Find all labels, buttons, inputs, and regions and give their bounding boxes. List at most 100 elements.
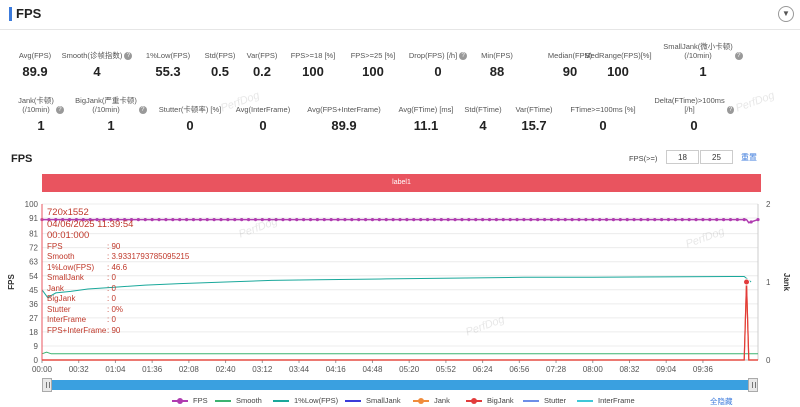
stat-value: 11.1 — [413, 118, 439, 133]
stat-item: Var(FPS) 0.2 — [222, 42, 302, 79]
stat-label-text: Jank(卡顿) (/10min) — [18, 96, 54, 114]
stat-value: 0 — [186, 118, 194, 133]
fps-point — [508, 218, 512, 222]
tooltip-row: FPS: 90 — [47, 242, 189, 253]
stat-item: MedRange(FPS)[%] 100 — [578, 42, 658, 79]
header-divider — [0, 29, 800, 30]
stat-value: 1 — [699, 64, 707, 79]
stat-value: 0 — [259, 118, 267, 133]
fps-point — [274, 218, 278, 222]
legend-item[interactable]: Stutter — [523, 396, 566, 405]
reset-button[interactable]: 重置 — [741, 153, 757, 162]
x-tick-label: 09:36 — [693, 365, 714, 374]
fps-point — [123, 218, 127, 222]
legend-label: Stutter — [544, 396, 567, 405]
threshold-input-2[interactable] — [700, 150, 733, 164]
stat-label-text: Avg(FTime) [ms] — [398, 105, 454, 114]
legend-item[interactable]: FPS — [172, 396, 208, 405]
stat-label-text: Std(FTime) — [464, 105, 502, 114]
tooltip-row: Jank: 0 — [47, 284, 189, 295]
legend-item[interactable]: 1%Low(FPS) — [273, 396, 338, 405]
slider-handle-right[interactable] — [748, 378, 758, 392]
x-tick-label: 01:04 — [105, 365, 126, 374]
legend-item[interactable]: Jank — [413, 396, 450, 405]
hide-all-button[interactable]: 全隐藏 — [710, 397, 733, 406]
y2-tick-label: 1 — [766, 278, 771, 287]
fps-point — [453, 218, 457, 222]
fps-point — [136, 218, 140, 222]
fps-point — [129, 218, 134, 222]
stat-item: Std(FPS) 0.5 — [180, 42, 260, 79]
legend-swatch — [215, 397, 231, 405]
fps-point — [501, 218, 505, 222]
fps-point — [639, 218, 643, 222]
stat-value: 0 — [690, 118, 698, 133]
tooltip-value: : 0% — [107, 304, 124, 314]
stat-label: Avg(InterFrame) — [223, 96, 303, 114]
tooltip-row: Stutter: 0% — [47, 305, 189, 316]
stat-item: Drop(FPS) [/h]? 0 — [398, 42, 478, 79]
fps-point — [742, 218, 746, 222]
stat-label: Var(FTime) — [494, 96, 574, 114]
x-tick-label: 03:44 — [289, 365, 310, 374]
fps-point — [288, 218, 292, 222]
fps-point — [205, 218, 209, 222]
chart-legend: 全隐藏 FPS Smooth 1%Low(FPS) SmallJank Jank BigJ… — [0, 396, 800, 407]
fps-point — [391, 218, 395, 222]
legend-item[interactable]: Smooth — [215, 396, 262, 405]
help-icon[interactable]: ? — [727, 106, 734, 114]
legend-item[interactable]: InterFrame — [577, 396, 635, 405]
help-icon[interactable]: ? — [734, 52, 743, 60]
y-tick-label: 72 — [29, 244, 38, 253]
tooltip-resolution: 720x1552 — [47, 207, 89, 218]
help-icon[interactable]: ? — [459, 52, 468, 60]
help-icon[interactable]: ? — [55, 106, 64, 114]
help-icon[interactable]: ? — [138, 106, 147, 114]
fps-point — [357, 218, 361, 222]
tooltip-key: BigJank — [47, 294, 76, 303]
threshold-input-1[interactable] — [666, 150, 699, 164]
stat-label-text: FPS>=25 [%] — [350, 51, 396, 60]
fps-point — [708, 218, 712, 222]
fps-point — [363, 218, 368, 222]
stat-label: MedRange(FPS)[%] — [578, 42, 658, 60]
legend-item[interactable]: SmallJank — [345, 396, 401, 405]
x-tick-label: 00:00 — [32, 365, 53, 374]
fps-point — [74, 218, 79, 222]
chart-tooltip: 720x1552 04/06/2025 11:39:54 00:01:000 F… — [47, 207, 189, 336]
stat-value: 88 — [489, 64, 505, 79]
fps-point — [61, 218, 65, 222]
stat-label-text: FTime>=100ms [%] — [570, 105, 636, 114]
label-bar[interactable]: label1 — [42, 174, 761, 192]
chevron-down-icon[interactable]: ▼ — [778, 6, 794, 22]
stat-item: FPS>=18 [%] 100 — [273, 42, 353, 79]
stat-item: BigJank(严重卡顿) (/10min)? 1 — [71, 96, 151, 133]
time-range-slider[interactable] — [42, 380, 758, 390]
legend-item[interactable]: BigJank — [466, 396, 514, 405]
fps-point — [570, 218, 574, 222]
legend-label: 1%Low(FPS) — [294, 396, 339, 405]
fps-point — [253, 218, 258, 222]
tooltip-key: Smooth — [47, 252, 75, 261]
stat-value: 100 — [302, 64, 324, 79]
legend-label: Smooth — [236, 396, 262, 405]
stat-value: 0 — [434, 64, 442, 79]
stat-value: 100 — [362, 64, 384, 79]
fps-point — [749, 220, 753, 224]
slider-handle-left[interactable] — [42, 378, 52, 392]
tooltip-row: InterFrame: 0 — [47, 315, 189, 326]
fps-point — [405, 218, 409, 222]
y-tick-label: 18 — [29, 328, 38, 337]
fps-point — [549, 218, 554, 222]
fps-point — [88, 218, 92, 222]
help-icon[interactable]: ? — [124, 52, 133, 60]
x-tick-label: 04:48 — [362, 365, 383, 374]
stat-label-text: Stutter(卡顿率) [%] — [158, 105, 222, 114]
fps-point — [425, 218, 430, 222]
stat-label: SmallJank(微小卡顿) (/10min)? — [663, 42, 743, 60]
fps-point — [95, 218, 99, 222]
fps-point — [563, 218, 567, 222]
y-tick-label: 63 — [29, 258, 38, 267]
stat-item: FTime>=100ms [%] 0 — [563, 96, 643, 133]
